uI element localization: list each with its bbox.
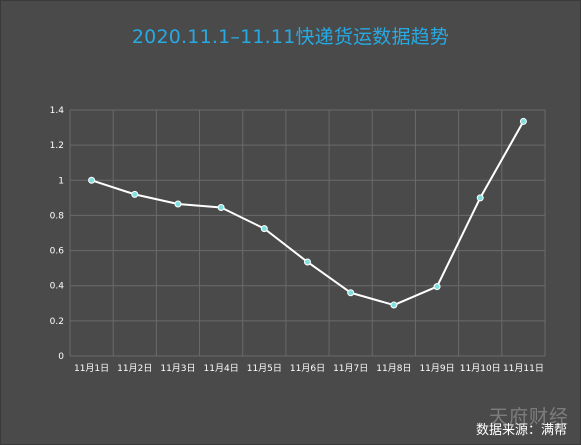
data-point [260,225,268,233]
y-tick-label: 0.4 [50,282,65,292]
y-tick-label: 1.4 [50,106,65,116]
data-point [433,283,441,291]
x-tick-label: 11月8日 [376,363,411,374]
x-tick-label: 11月9日 [419,363,454,374]
y-tick-label: 1.2 [50,141,64,151]
x-tick-label: 11月1日 [74,363,109,374]
y-tick-label: 0.6 [50,247,65,257]
y-tick-label: 0.8 [50,211,65,221]
y-tick-label: 1 [58,176,64,186]
data-point [88,176,96,184]
series-layer [88,117,527,309]
x-tick-label: 11月4日 [204,363,239,374]
data-point [476,194,484,202]
x-tick-label: 11月7日 [333,363,368,374]
data-point [347,289,355,297]
x-tick-label: 11月2日 [117,363,152,374]
chart-title: 2020.11.1–11.11快递货运数据趋势 [131,26,450,48]
data-point [217,204,225,212]
grid-lines [69,109,546,357]
watermark-text: 天府财经 [488,406,569,428]
y-tick-label: 0 [58,352,64,362]
x-tick-label: 11月3日 [160,363,195,374]
x-tick-label: 11月5日 [247,363,282,374]
data-point [304,258,311,266]
data-point [174,200,182,208]
x-axis-ticks: 11月1日 11月2日 11月3日 11月4日 11月5日 11月6日 11月7日 11月8日… [74,363,544,374]
x-tick-label: 11月10日 [460,363,501,374]
y-axis-ticks: 0 0.2 0.4 0.6 0.8 1 1.2 1.4 [50,106,65,362]
data-point [519,117,527,125]
y-tick-label: 0.2 [50,317,64,327]
x-tick-label: 11月11日 [503,363,544,374]
data-point [131,190,139,198]
data-source-note: 数据来源：满帮 [475,423,567,438]
x-tick-label: 11月6日 [290,363,325,374]
data-point [390,301,398,309]
